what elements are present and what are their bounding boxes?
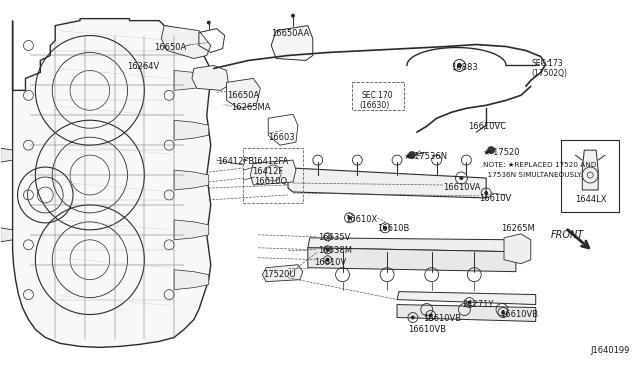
Text: 16610B: 16610B — [377, 224, 410, 233]
Circle shape — [501, 311, 505, 314]
Polygon shape — [271, 26, 313, 61]
Text: ★ 17520: ★ 17520 — [483, 148, 520, 157]
Polygon shape — [174, 70, 209, 90]
Text: 16610VB: 16610VB — [500, 310, 538, 318]
Text: 16650A: 16650A — [154, 42, 186, 52]
Text: 24271Y: 24271Y — [463, 299, 494, 309]
Polygon shape — [192, 65, 228, 90]
Polygon shape — [174, 170, 209, 190]
Circle shape — [383, 226, 387, 230]
Text: 16610VA: 16610VA — [444, 183, 481, 192]
Text: 16883: 16883 — [451, 64, 478, 73]
Polygon shape — [308, 248, 516, 272]
Bar — [561, 140, 619, 212]
Text: NOTE: ★REPLACED 17520 AND: NOTE: ★REPLACED 17520 AND — [483, 162, 596, 168]
Circle shape — [291, 14, 295, 17]
Text: 16603: 16603 — [268, 133, 295, 142]
Text: J1640199: J1640199 — [590, 346, 630, 355]
Polygon shape — [13, 19, 211, 347]
Polygon shape — [1, 148, 13, 162]
Text: 16610X: 16610X — [346, 215, 378, 224]
Text: 16610VB: 16610VB — [408, 326, 446, 334]
Polygon shape — [161, 26, 211, 58]
Circle shape — [408, 151, 416, 159]
Circle shape — [411, 315, 415, 320]
Text: 17520U: 17520U — [263, 270, 296, 279]
Polygon shape — [1, 228, 13, 242]
Polygon shape — [397, 292, 536, 305]
Text: SEC.170: SEC.170 — [362, 92, 393, 100]
Circle shape — [326, 258, 330, 262]
Text: 16635V: 16635V — [317, 233, 350, 242]
Circle shape — [348, 216, 351, 220]
Circle shape — [487, 146, 495, 154]
Text: 16610V: 16610V — [314, 258, 346, 267]
Text: 16610Q: 16610Q — [254, 177, 287, 186]
Polygon shape — [288, 168, 486, 198]
Text: 16412F: 16412F — [252, 167, 284, 176]
Polygon shape — [397, 305, 536, 321]
Polygon shape — [174, 120, 209, 140]
Text: 16265MA: 16265MA — [232, 103, 271, 112]
Text: 16650AA: 16650AA — [271, 29, 309, 38]
Circle shape — [484, 191, 488, 195]
Polygon shape — [174, 220, 209, 240]
Circle shape — [457, 63, 462, 68]
Text: 1644LX: 1644LX — [575, 195, 607, 204]
Polygon shape — [504, 234, 531, 264]
Bar — [243, 148, 303, 203]
Text: 16610VC: 16610VC — [468, 122, 506, 131]
Text: (17502Q): (17502Q) — [532, 70, 568, 78]
Polygon shape — [308, 238, 516, 252]
Circle shape — [326, 248, 330, 252]
Polygon shape — [174, 270, 209, 290]
Circle shape — [467, 301, 471, 305]
Text: 16610V: 16610V — [479, 194, 511, 203]
Text: 16412FA: 16412FA — [252, 157, 289, 166]
Text: 16650A: 16650A — [227, 92, 259, 100]
Polygon shape — [582, 150, 598, 190]
Text: ★ 17536N: ★ 17536N — [404, 152, 447, 161]
Bar — [353, 82, 404, 110]
Text: 16638M: 16638M — [317, 246, 352, 255]
Text: FRONT: FRONT — [550, 230, 584, 240]
Text: 17536N SIMULTANEOUSLY.: 17536N SIMULTANEOUSLY. — [483, 172, 582, 178]
Text: 16412FB: 16412FB — [217, 157, 254, 166]
Polygon shape — [262, 265, 303, 282]
Polygon shape — [250, 160, 296, 185]
Text: 16265M: 16265M — [501, 224, 535, 233]
Text: 16610VB: 16610VB — [423, 314, 461, 323]
Text: SEC.173: SEC.173 — [532, 60, 563, 68]
Text: 16264V: 16264V — [127, 62, 160, 71]
Polygon shape — [227, 78, 260, 108]
Circle shape — [460, 176, 463, 180]
Text: (16630): (16630) — [360, 101, 390, 110]
Circle shape — [429, 314, 433, 318]
Circle shape — [207, 20, 211, 25]
